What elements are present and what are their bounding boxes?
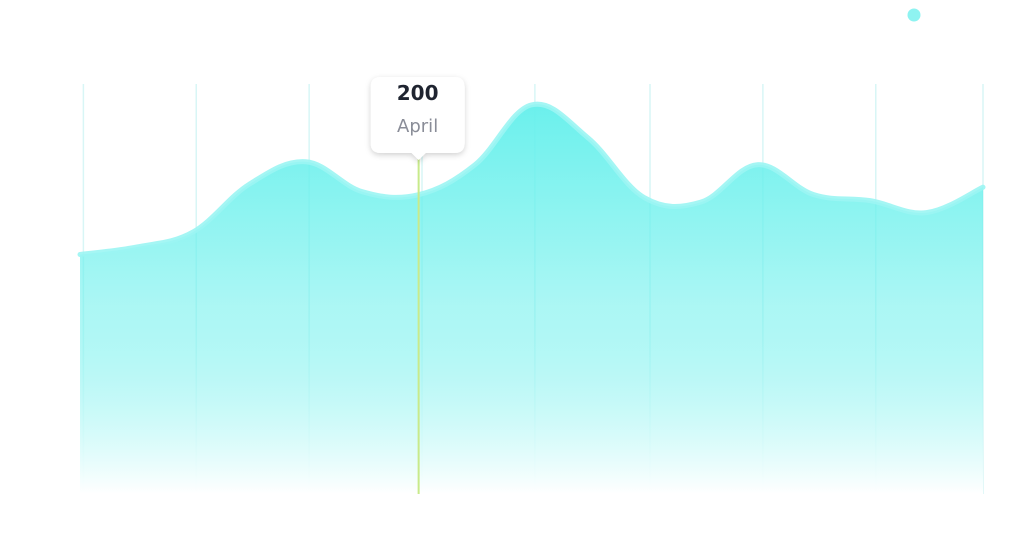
tooltip-label: April [397,116,438,137]
legend-marker [907,8,921,22]
series-line [77,101,986,258]
area-fill [80,104,983,494]
tooltip: 200 April [370,77,465,160]
tooltip-box [370,77,465,160]
tooltip-value: 200 [397,81,439,105]
